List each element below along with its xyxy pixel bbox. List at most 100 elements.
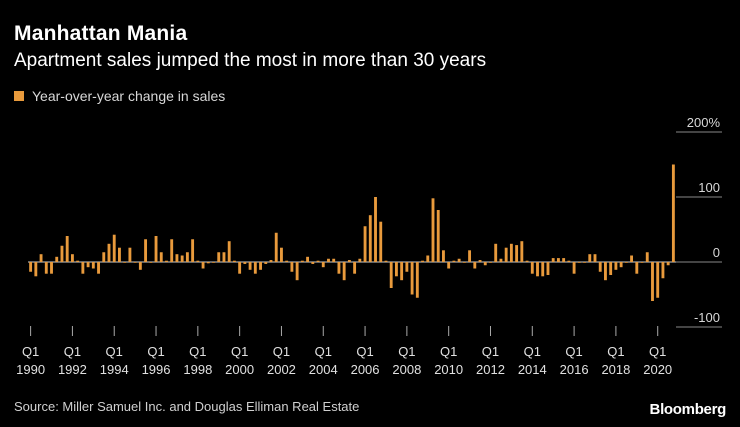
bar bbox=[280, 247, 283, 262]
bar bbox=[614, 262, 618, 270]
bar bbox=[436, 210, 440, 262]
y-tick-label: 200% bbox=[687, 115, 721, 130]
bar bbox=[374, 197, 377, 262]
bar bbox=[520, 241, 524, 262]
x-tick-year-label: 2012 bbox=[476, 362, 505, 377]
bar bbox=[562, 258, 566, 262]
x-tick-year-label: 2010 bbox=[434, 362, 463, 377]
bar bbox=[473, 262, 477, 269]
bar bbox=[379, 221, 383, 262]
bar bbox=[227, 241, 231, 262]
bar bbox=[442, 250, 445, 262]
bar bbox=[353, 262, 357, 274]
bar bbox=[468, 250, 472, 262]
bar bbox=[483, 262, 487, 266]
x-tick-quarter-label: Q1 bbox=[398, 344, 415, 359]
x-tick-quarter-label: Q1 bbox=[22, 344, 39, 359]
bar bbox=[264, 262, 268, 264]
bar bbox=[577, 262, 581, 263]
bar bbox=[165, 260, 168, 262]
bar bbox=[431, 198, 435, 262]
bar bbox=[588, 254, 592, 262]
bar bbox=[525, 260, 529, 262]
bar bbox=[640, 262, 644, 263]
bar bbox=[405, 262, 409, 272]
x-tick-year-label: 1992 bbox=[58, 362, 87, 377]
bar bbox=[91, 262, 95, 269]
bar bbox=[536, 262, 539, 277]
bar bbox=[138, 262, 142, 270]
bar bbox=[253, 262, 257, 274]
legend-swatch bbox=[14, 91, 24, 101]
bar bbox=[269, 260, 273, 262]
bar bbox=[212, 262, 215, 263]
bar bbox=[311, 262, 315, 264]
x-tick-year-label: 2008 bbox=[392, 362, 421, 377]
bar bbox=[196, 260, 200, 262]
x-tick-year-label: 1994 bbox=[100, 362, 129, 377]
bar bbox=[661, 262, 665, 279]
bar bbox=[504, 247, 508, 262]
x-tick-year-label: 1998 bbox=[183, 362, 212, 377]
bar bbox=[259, 262, 262, 270]
bar bbox=[201, 262, 205, 269]
bar bbox=[149, 262, 153, 263]
bar bbox=[290, 262, 294, 272]
bar bbox=[70, 254, 74, 262]
bar bbox=[306, 256, 310, 262]
y-tick-label: 100 bbox=[698, 180, 720, 195]
bar bbox=[332, 258, 336, 262]
bar bbox=[81, 262, 85, 274]
bar bbox=[144, 239, 148, 262]
bar bbox=[421, 260, 424, 262]
bar bbox=[400, 262, 404, 281]
y-tick-label: 0 bbox=[713, 245, 720, 260]
bar bbox=[494, 243, 498, 262]
bar bbox=[154, 236, 158, 262]
bar bbox=[666, 262, 670, 266]
y-tick-label: -100 bbox=[694, 310, 720, 325]
bar bbox=[452, 260, 456, 262]
bar bbox=[478, 260, 482, 262]
x-tick-quarter-label: Q1 bbox=[315, 344, 332, 359]
bar bbox=[651, 262, 654, 301]
bar bbox=[128, 247, 132, 262]
bar bbox=[39, 254, 43, 262]
x-tick-quarter-label: Q1 bbox=[106, 344, 123, 359]
bar bbox=[86, 262, 90, 268]
bar bbox=[567, 260, 571, 262]
bar bbox=[604, 262, 607, 281]
bar bbox=[410, 262, 414, 295]
bar bbox=[541, 262, 545, 277]
bar bbox=[656, 262, 660, 298]
x-tick-quarter-label: Q1 bbox=[189, 344, 206, 359]
bar bbox=[222, 252, 226, 262]
x-tick-quarter-label: Q1 bbox=[607, 344, 624, 359]
bar bbox=[489, 262, 492, 263]
bar bbox=[462, 262, 466, 263]
bar bbox=[598, 262, 602, 272]
bar bbox=[34, 262, 38, 277]
bar bbox=[170, 239, 174, 262]
x-tick-year-label: 2016 bbox=[560, 362, 589, 377]
bar bbox=[368, 215, 372, 262]
bar bbox=[238, 262, 242, 274]
bar bbox=[426, 255, 430, 262]
bar bbox=[295, 262, 299, 281]
bar bbox=[316, 260, 320, 262]
bar bbox=[243, 262, 247, 264]
bar bbox=[556, 258, 560, 262]
bar bbox=[55, 256, 59, 262]
bar bbox=[394, 262, 398, 277]
bar bbox=[102, 252, 106, 262]
bar bbox=[300, 260, 304, 262]
bar bbox=[499, 258, 503, 262]
bar bbox=[583, 262, 586, 263]
bar bbox=[217, 252, 221, 262]
bar bbox=[97, 262, 100, 274]
bar bbox=[159, 252, 163, 262]
x-tick-year-label: 2014 bbox=[518, 362, 547, 377]
legend-label: Year-over-year change in sales bbox=[32, 88, 226, 104]
x-tick-year-label: 2020 bbox=[643, 362, 672, 377]
